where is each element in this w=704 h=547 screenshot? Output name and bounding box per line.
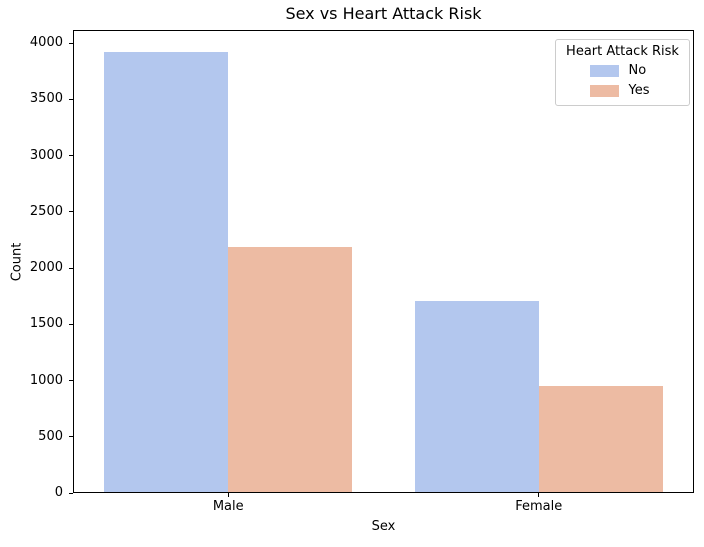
y-tick-label: 0 bbox=[54, 485, 63, 500]
bar-male-yes bbox=[228, 246, 353, 493]
y-tick-mark bbox=[69, 211, 73, 213]
y-tick-mark bbox=[69, 380, 73, 382]
legend: Heart Attack Risk No Yes bbox=[555, 39, 690, 106]
y-tick-mark bbox=[69, 436, 73, 438]
y-tick-label: 2000 bbox=[29, 260, 63, 276]
legend-label-yes: Yes bbox=[628, 83, 650, 98]
bar-female-yes bbox=[538, 386, 663, 493]
y-tick-label: 2500 bbox=[29, 203, 63, 219]
x-tick-label: Female bbox=[515, 499, 563, 514]
chart-title: Sex vs Heart Attack Risk bbox=[285, 4, 482, 23]
legend-title: Heart Attack Risk bbox=[566, 44, 679, 59]
y-tick-label: 4000 bbox=[29, 35, 63, 51]
legend-item-yes: Yes bbox=[589, 81, 656, 101]
y-tick-label: 1500 bbox=[29, 316, 63, 332]
y-tick-mark bbox=[69, 42, 73, 44]
x-tick-mark bbox=[227, 493, 229, 497]
legend-item-no: No bbox=[589, 61, 656, 81]
y-tick-mark bbox=[69, 267, 73, 269]
legend-label-no: No bbox=[628, 63, 647, 78]
y-tick-label: 1000 bbox=[29, 372, 63, 388]
plot-area: Heart Attack Risk No Yes bbox=[73, 30, 694, 493]
y-tick-mark bbox=[69, 492, 73, 494]
legend-swatch-no-icon bbox=[589, 65, 619, 77]
x-tick-mark bbox=[538, 493, 540, 497]
bar-female-no bbox=[414, 301, 539, 493]
y-tick-label: 3000 bbox=[29, 147, 63, 163]
y-tick-mark bbox=[69, 155, 73, 157]
bar-male-no bbox=[104, 52, 229, 493]
y-tick-mark bbox=[69, 98, 73, 100]
y-tick-mark bbox=[69, 323, 73, 325]
y-tick-label: 500 bbox=[38, 428, 63, 444]
x-axis-label: Sex bbox=[371, 519, 396, 534]
legend-swatch-yes-icon bbox=[589, 85, 619, 97]
x-tick-label: Male bbox=[212, 499, 244, 514]
y-tick-label: 3500 bbox=[29, 91, 63, 107]
